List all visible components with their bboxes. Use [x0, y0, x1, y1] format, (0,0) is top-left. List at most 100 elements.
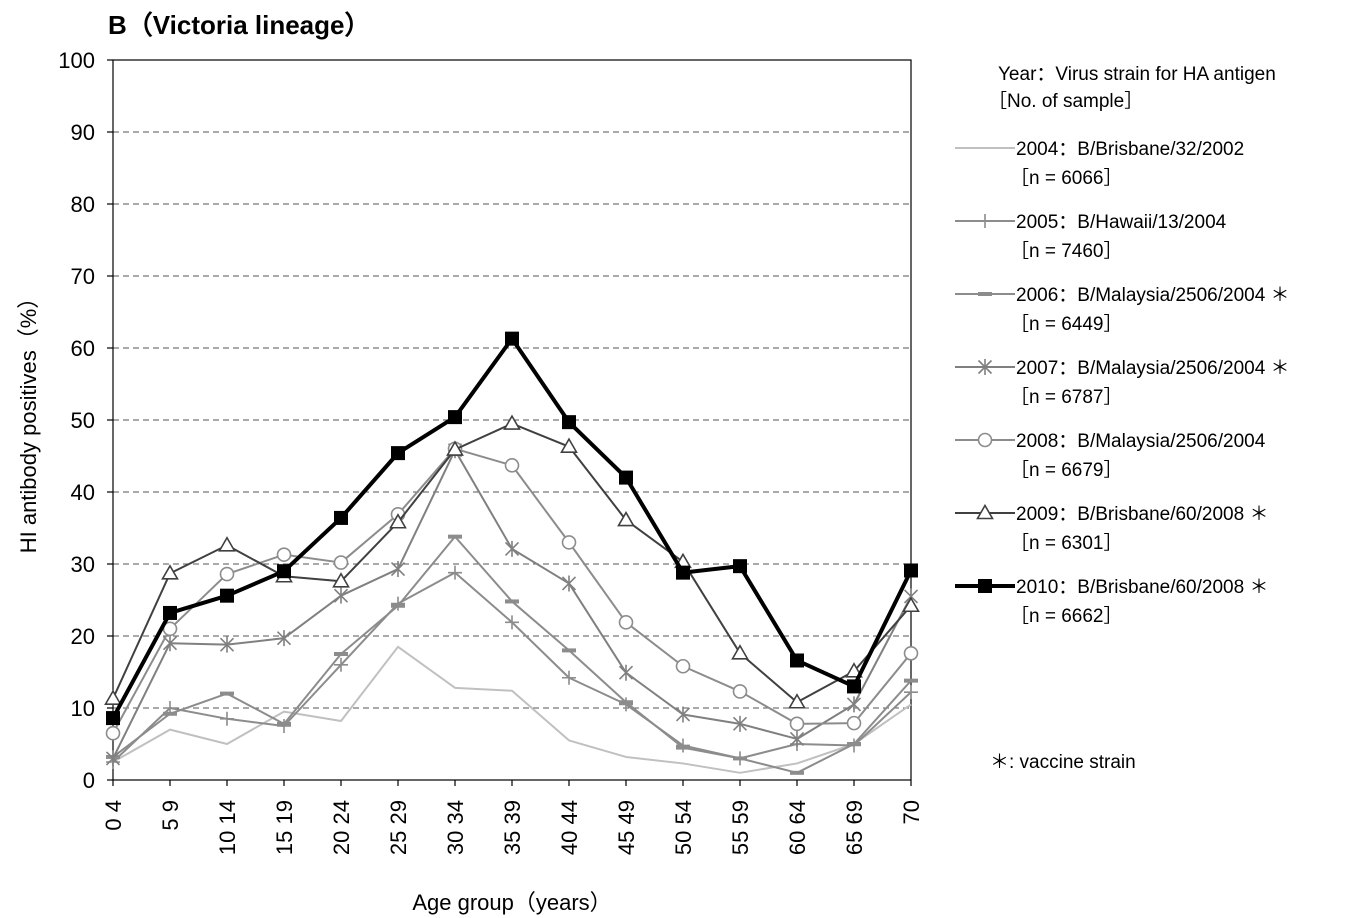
data-point — [789, 730, 805, 747]
data-point — [619, 697, 633, 712]
data-point — [789, 716, 805, 732]
legend-header-line1: Year：Virus strain for HA antigen — [998, 64, 1276, 85]
legend-item-6: 2010：B/Brisbane/60/2008 ＊ ［n = 6662］ — [955, 577, 1268, 627]
data-point — [561, 535, 577, 550]
data-point — [790, 770, 804, 775]
data-point — [277, 564, 291, 579]
legend-sample-count: ［n = 6679］ — [1010, 459, 1123, 481]
y-tick-label: 30 — [71, 552, 95, 577]
data-point — [276, 547, 292, 562]
y-tick-label: 70 — [71, 264, 95, 289]
data-point — [448, 565, 462, 580]
data-point — [505, 331, 519, 346]
data-point — [676, 745, 690, 750]
data-point — [732, 715, 748, 732]
y-tick-label: 90 — [71, 120, 95, 145]
legend-sample-count: ［n = 6066］ — [1010, 167, 1123, 189]
data-point — [162, 635, 178, 652]
data-point — [104, 689, 122, 705]
grid-lines — [113, 131, 911, 709]
legend-marker — [978, 292, 992, 296]
y-tick-label: 0 — [83, 768, 95, 793]
legend-item-1: 2005：B/Hawaii/13/2004 ［n = 7460］ — [955, 212, 1227, 262]
legend-sample-count: ［n = 6662］ — [1010, 605, 1123, 627]
data-point — [277, 719, 291, 733]
data-point — [676, 738, 690, 753]
legend-label: 2004：B/Brisbane/32/2002 — [1016, 139, 1244, 160]
series-line — [112, 449, 912, 759]
data-point — [161, 564, 179, 580]
legend-item-5: 2009：B/Brisbane/60/2008 ＊ ［n = 6301］ — [955, 503, 1268, 554]
data-point — [220, 711, 234, 726]
data-point — [505, 615, 519, 630]
data-point — [333, 555, 349, 570]
legend: Year：Virus strain for HA antigen ［No. of… — [955, 64, 1290, 773]
data-point — [219, 636, 235, 653]
data-point — [790, 653, 804, 668]
data-point — [847, 679, 861, 694]
legend-label: 2005：B/Hawaii/13/2004 — [1016, 212, 1227, 233]
x-tick-label: 20 24 — [329, 800, 354, 855]
data-point — [105, 750, 121, 767]
data-point — [504, 458, 520, 473]
series-line — [112, 645, 912, 774]
data-point — [220, 691, 234, 696]
data-point — [505, 599, 519, 604]
data-point — [218, 536, 236, 552]
y-tick-label: 100 — [58, 48, 95, 73]
y-tick-label: 50 — [71, 408, 95, 433]
x-tick-label: 55 59 — [728, 800, 753, 855]
legend-label: 2008：B/Malaysia/2506/2004 — [1016, 431, 1266, 452]
data-point — [504, 540, 520, 557]
data-point — [391, 603, 405, 608]
x-tick-label: 10 14 — [215, 800, 240, 855]
data-point — [846, 696, 862, 713]
x-tick-label: 70 — [899, 800, 924, 824]
data-point — [675, 658, 691, 674]
data-point — [676, 565, 690, 580]
legend-marker — [976, 503, 994, 520]
legend-label: 2007：B/Malaysia/2506/2004 ＊ — [1016, 358, 1290, 379]
data-point — [733, 559, 747, 574]
series-6 — [106, 331, 918, 726]
legend-label: 2006：B/Malaysia/2506/2004 ＊ — [1016, 285, 1290, 306]
data-point — [617, 510, 635, 527]
x-tick-label: 35 39 — [500, 800, 525, 855]
y-tick-label: 80 — [71, 192, 95, 217]
x-tick-label: 25 29 — [386, 800, 411, 855]
data-point — [389, 513, 407, 529]
series-group — [104, 331, 920, 775]
legend-item-0: 2004：B/Brisbane/32/2002 ［n = 6066］ — [955, 139, 1244, 189]
data-point — [562, 415, 576, 430]
data-point — [390, 561, 406, 578]
data-point — [220, 588, 234, 603]
legend-header-line2: ［No. of sample］ — [988, 90, 1143, 112]
legend-marker — [977, 359, 993, 375]
legend-sample-count: ［n = 6787］ — [1010, 386, 1123, 408]
data-point — [277, 721, 291, 726]
legend-item-2: 2006：B/Malaysia/2506/2004 ＊ ［n = 6449］ — [955, 285, 1290, 335]
data-point — [733, 756, 747, 761]
x-tick-label: 40 44 — [557, 800, 582, 855]
x-tick-label: 0 4 — [101, 800, 126, 831]
data-point — [391, 596, 405, 611]
legend-item-4: 2008：B/Malaysia/2506/2004 ［n = 6679］ — [955, 431, 1266, 481]
data-point — [847, 742, 861, 746]
data-point — [391, 446, 405, 461]
data-point — [902, 596, 920, 613]
data-point — [560, 437, 578, 453]
data-point — [562, 648, 576, 653]
data-point — [219, 566, 235, 582]
x-axis-label: Age group（years） — [412, 890, 611, 915]
y-axis-label: HI antibody positives（%） — [16, 287, 41, 554]
data-point — [448, 534, 462, 539]
legend-sample-count: ［n = 6301］ — [1010, 532, 1123, 554]
data-point — [105, 725, 121, 741]
x-tick-label: 30 34 — [443, 800, 468, 855]
data-point — [732, 684, 748, 699]
data-point — [333, 587, 349, 604]
data-point — [903, 645, 919, 661]
legend-sample-count: ［n = 7460］ — [1010, 240, 1123, 262]
y-tick-label: 10 — [71, 696, 95, 721]
